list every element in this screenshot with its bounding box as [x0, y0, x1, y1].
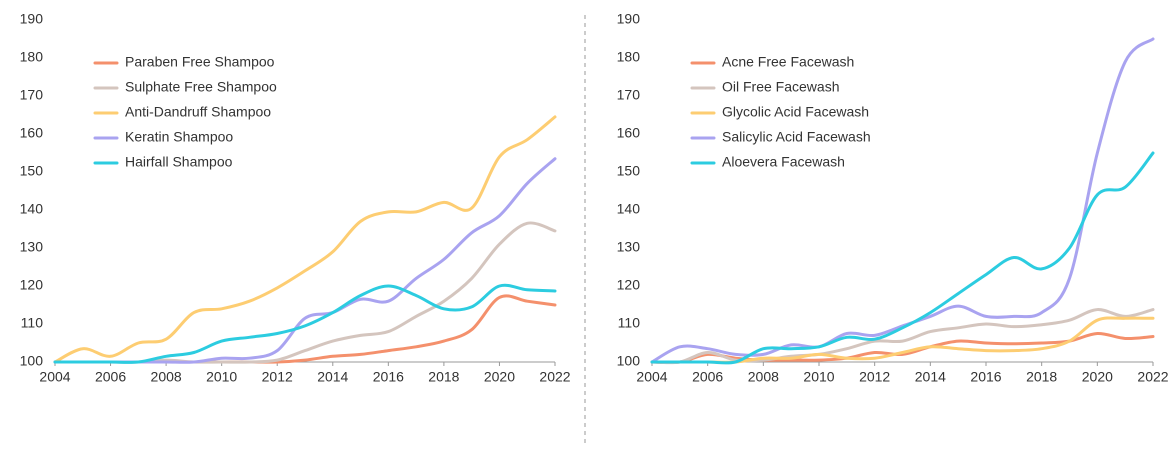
- x-tick-label: 2022: [539, 369, 570, 385]
- y-tick-label: 110: [618, 315, 641, 331]
- x-tick-label: 2022: [1137, 369, 1168, 385]
- x-tick-label: 2016: [970, 369, 1001, 385]
- line-series: [53, 115, 557, 364]
- x-tick-label: 2014: [317, 369, 348, 385]
- legend-label: Hairfall Shampoo: [125, 154, 233, 170]
- x-tick-label: 2018: [1026, 369, 1057, 385]
- y-tick-label: 160: [617, 125, 641, 141]
- legend-label: Anti-Dandruff Shampoo: [125, 104, 271, 120]
- y-tick-label: 130: [20, 239, 44, 255]
- legend-label: Paraben Free Shampoo: [125, 54, 275, 70]
- line-series: [53, 221, 557, 364]
- line-series: [650, 308, 1155, 365]
- x-tick-label: 2010: [803, 369, 834, 385]
- x-tick-label: 2020: [1082, 369, 1113, 385]
- legend-label: Sulphate Free Shampoo: [125, 79, 277, 95]
- legend-label: Salicylic Acid Facewash: [722, 129, 871, 145]
- x-tick-label: 2004: [39, 369, 70, 385]
- y-tick-label: 170: [20, 87, 44, 103]
- legend-label: Keratin Shampoo: [125, 129, 233, 145]
- x-tick-label: 2006: [692, 369, 723, 385]
- x-tick-label: 2020: [484, 369, 515, 385]
- x-tick-label: 2008: [151, 369, 182, 385]
- x-tick-label: 2018: [428, 369, 459, 385]
- x-tick-label: 2008: [748, 369, 779, 385]
- legend-label: Acne Free Facewash: [722, 54, 854, 70]
- y-tick-label: 190: [20, 11, 44, 27]
- x-tick-label: 2012: [262, 369, 293, 385]
- y-tick-label: 150: [20, 163, 44, 179]
- legend-label: Glycolic Acid Facewash: [722, 104, 869, 120]
- line-series: [53, 283, 557, 364]
- legend-label: Aloevera Facewash: [722, 154, 845, 170]
- legend-label: Oil Free Facewash: [722, 79, 839, 95]
- y-tick-label: 100: [617, 353, 641, 369]
- y-tick-label: 100: [20, 353, 44, 369]
- y-tick-label: 110: [21, 315, 44, 331]
- y-tick-label: 130: [617, 239, 641, 255]
- y-tick-label: 150: [617, 163, 641, 179]
- x-tick-label: 2010: [206, 369, 237, 385]
- y-tick-label: 140: [20, 201, 44, 217]
- x-tick-label: 2004: [636, 369, 667, 385]
- x-tick-label: 2016: [373, 369, 404, 385]
- y-tick-label: 170: [617, 87, 641, 103]
- y-tick-label: 160: [20, 125, 44, 141]
- x-tick-label: 2014: [915, 369, 946, 385]
- line-series: [53, 294, 557, 364]
- x-tick-label: 2006: [95, 369, 126, 385]
- x-tick-label: 2012: [859, 369, 890, 385]
- line-series: [650, 151, 1155, 365]
- y-tick-label: 120: [20, 277, 44, 293]
- y-tick-label: 120: [617, 277, 641, 293]
- y-tick-label: 140: [617, 201, 641, 217]
- y-tick-label: 190: [617, 11, 641, 27]
- y-tick-label: 180: [617, 49, 641, 65]
- line-series: [53, 157, 557, 364]
- y-tick-label: 180: [20, 49, 44, 65]
